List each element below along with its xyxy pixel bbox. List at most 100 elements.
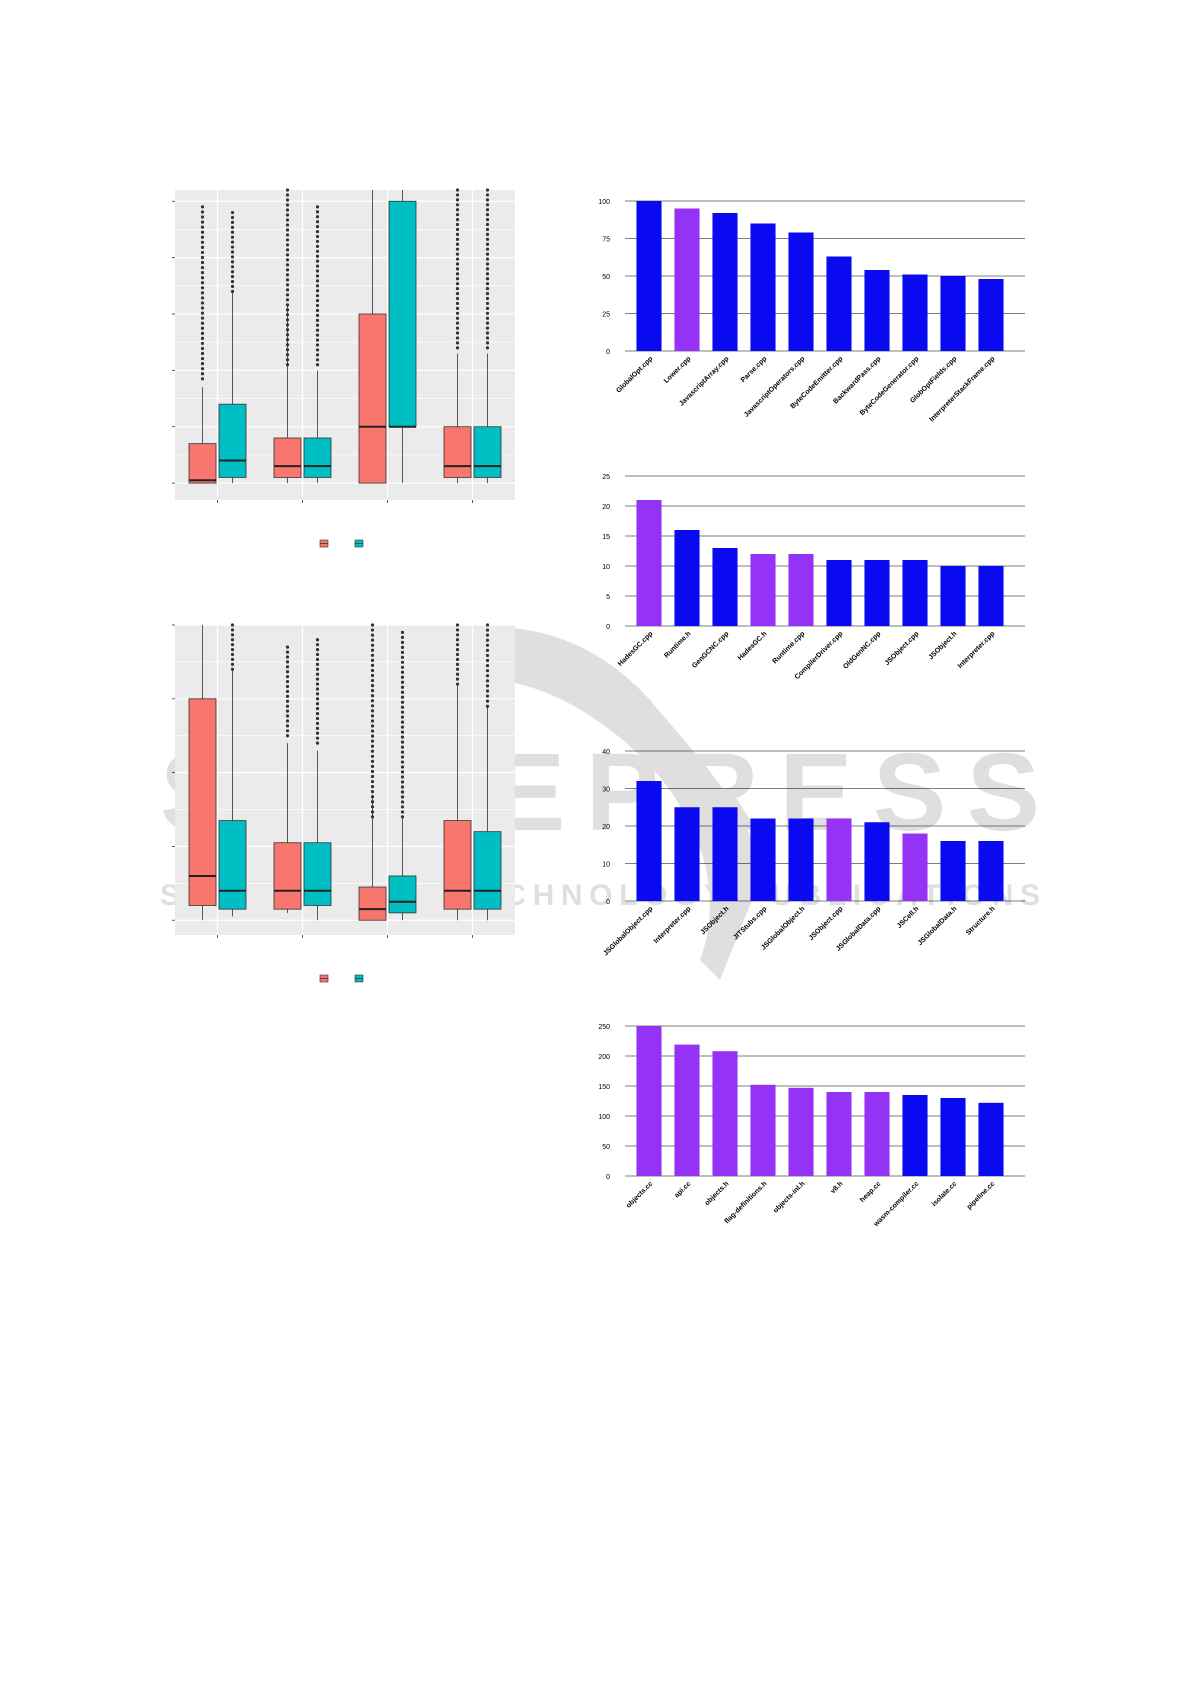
box [218, 820, 247, 910]
outlier-point [315, 205, 320, 209]
bar [940, 1098, 966, 1176]
outlier-point [455, 287, 460, 291]
box [388, 200, 417, 428]
outlier-point [485, 643, 490, 647]
outlier-point [485, 321, 490, 325]
x-tick-label: heap.cc [859, 1180, 882, 1203]
x-tick-label: JSGlobalData.h [917, 905, 959, 947]
outlier-point [370, 694, 375, 698]
y-tick-label: 5 [606, 594, 610, 601]
outlier-point [285, 670, 290, 674]
outlier-point [230, 235, 235, 239]
x-tick-label: InterpreterStackFrame.cpp [928, 355, 996, 423]
outlier-point [455, 237, 460, 241]
outlier-point [285, 719, 290, 723]
bar [902, 833, 928, 901]
outlier-point [315, 707, 320, 711]
outlier-point [400, 645, 405, 649]
outlier-point [485, 242, 490, 246]
bar [978, 841, 1004, 901]
outlier-point [485, 217, 490, 222]
outlier-point [285, 293, 290, 297]
box [303, 842, 332, 906]
bar [712, 807, 738, 901]
y-tick-label: 30 [602, 787, 610, 794]
bar [750, 818, 776, 901]
bar [940, 566, 966, 626]
outlier-point [315, 308, 320, 313]
outlier-point [400, 635, 405, 639]
outlier-point [485, 296, 490, 301]
y-tick-label: 0 [606, 349, 610, 356]
outlier-point [485, 262, 490, 266]
bar [826, 560, 852, 626]
outlier-point [455, 662, 460, 666]
box [358, 313, 387, 484]
outlier-point [485, 694, 490, 698]
outlier-point [455, 321, 460, 325]
outlier-point [315, 274, 320, 278]
bar [712, 1051, 738, 1176]
outlier-point [285, 353, 290, 357]
outlier-point [400, 815, 405, 819]
outlier-point [200, 220, 205, 224]
outlier-point [400, 685, 405, 689]
outlier-point [315, 358, 320, 362]
outlier-point [315, 303, 320, 308]
boxplot-top [172, 188, 515, 548]
y-tick-label: 50 [602, 274, 610, 281]
x-tick-label: Lower.cpp [663, 355, 692, 384]
outlier-point [315, 229, 320, 234]
outlier-point [285, 328, 290, 332]
outlier-point [315, 249, 320, 253]
box [358, 886, 387, 921]
outlier-point [455, 652, 460, 657]
outlier-point [285, 729, 290, 733]
outlier-point [200, 250, 205, 255]
bar [978, 1102, 1004, 1176]
outlier-point [285, 248, 290, 252]
outlier-point [230, 230, 235, 234]
outlier-point [455, 277, 460, 281]
outlier-point [485, 232, 490, 236]
bar [674, 208, 700, 351]
outlier-point [400, 780, 405, 784]
outlier-point [455, 657, 460, 662]
outlier-point [400, 720, 405, 724]
box [473, 831, 502, 910]
outlier-point [400, 810, 405, 814]
outlier-point [230, 623, 235, 627]
outlier-point [485, 704, 490, 708]
outlier-point [370, 714, 375, 718]
outlier-point [200, 255, 205, 260]
outlier-point [370, 810, 375, 814]
outlier-point [230, 638, 235, 642]
box [303, 437, 332, 478]
outlier-point [370, 633, 375, 637]
y-tick-label: 10 [602, 862, 610, 869]
outlier-point [315, 328, 320, 332]
bar [636, 781, 662, 901]
outlier-point [400, 665, 405, 669]
outlier-point [370, 790, 375, 794]
outlier-point [455, 306, 460, 310]
outlier-point [370, 744, 375, 748]
outlier-point [285, 338, 290, 342]
outlier-point [370, 815, 375, 819]
outlier-point [455, 272, 460, 276]
outlier-point [200, 346, 205, 351]
outlier-point [230, 279, 235, 284]
outlier-point [315, 652, 320, 657]
outlier-point [485, 247, 490, 251]
y-tick-label: 75 [602, 237, 610, 244]
outlier-point [455, 217, 460, 222]
outlier-point [485, 227, 490, 232]
watermark-swoosh [300, 627, 760, 980]
y-tick-label: 20 [602, 504, 610, 511]
x-tick-label: JSGlobalObject.h [760, 905, 806, 951]
outlier-point [285, 665, 290, 669]
outlier-point [485, 628, 490, 632]
outlier-point [370, 668, 375, 673]
outlier-point [230, 255, 235, 259]
